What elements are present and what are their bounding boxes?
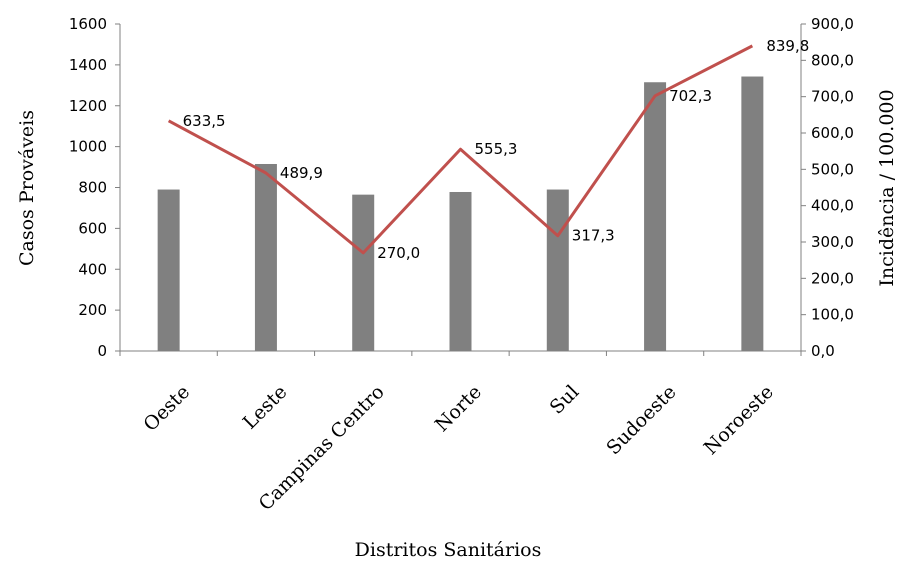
y-axis-title-right: Incidência / 100.000 bbox=[876, 89, 897, 286]
y-tick-label-right: 100,0 bbox=[811, 306, 854, 324]
bar bbox=[741, 76, 764, 351]
bar bbox=[546, 189, 569, 351]
x-tick-label: Sudoeste bbox=[602, 381, 680, 459]
y-tick-label-left: 1400 bbox=[69, 56, 107, 74]
y-tick-label-left: 1200 bbox=[69, 97, 107, 115]
y-tick-label-right: 200,0 bbox=[811, 269, 854, 287]
x-tick-label: Leste bbox=[239, 381, 292, 434]
y-tick-label-left: 600 bbox=[78, 219, 107, 237]
incidence-line-path bbox=[167, 44, 754, 255]
data-label: 317,3 bbox=[572, 227, 615, 245]
data-label: 270,0 bbox=[377, 244, 420, 262]
data-label: 633,5 bbox=[183, 112, 226, 130]
data-label: 839,8 bbox=[766, 37, 809, 55]
bar bbox=[449, 191, 472, 351]
y-tick-label-left: 200 bbox=[78, 301, 107, 319]
y-tick-label-left: 1000 bbox=[69, 138, 107, 156]
data-label: 555,3 bbox=[475, 140, 518, 158]
y-tick-label-right: 400,0 bbox=[811, 197, 854, 215]
data-label: 489,9 bbox=[280, 164, 323, 182]
bar bbox=[157, 189, 180, 351]
y-tick-label-right: 300,0 bbox=[811, 233, 854, 251]
labels: 633,5 489,9 270,0 555,3 317,3 702,3 839,8 Oeste… bbox=[139, 37, 809, 515]
y-tick-label-right: 0,0 bbox=[811, 342, 835, 360]
bar bbox=[644, 82, 667, 351]
y-tick-label-right: 900,0 bbox=[811, 15, 854, 33]
y-tick-label-left: 0 bbox=[97, 342, 107, 360]
y-tick-label-left: 800 bbox=[78, 179, 107, 197]
bars bbox=[157, 76, 764, 351]
bar bbox=[352, 194, 375, 351]
data-label: 702,3 bbox=[669, 87, 712, 105]
incidence-line bbox=[167, 44, 754, 255]
y-tick-label-left: 1600 bbox=[69, 15, 107, 33]
bar bbox=[254, 163, 277, 351]
x-tick-label: Sul bbox=[546, 381, 584, 419]
x-tick-label: Norte bbox=[431, 381, 486, 436]
x-axis-title: Distritos Sanitários bbox=[355, 539, 542, 561]
x-tick-label: Oeste bbox=[139, 381, 194, 436]
x-tick-label: Noroeste bbox=[700, 381, 778, 459]
y-tick-label-right: 600,0 bbox=[811, 124, 854, 142]
y-axis-title-left: Casos Prováveis bbox=[16, 110, 38, 266]
y-tick-label-right: 800,0 bbox=[811, 51, 854, 69]
y-tick-label-left: 400 bbox=[78, 260, 107, 278]
axes: 0 200 400 600 800 1000 1200 1400 1600 0,0 100,0 200… bbox=[69, 15, 854, 360]
y-tick-label-right: 500,0 bbox=[811, 160, 854, 178]
y-tick-label-right: 700,0 bbox=[811, 88, 854, 106]
